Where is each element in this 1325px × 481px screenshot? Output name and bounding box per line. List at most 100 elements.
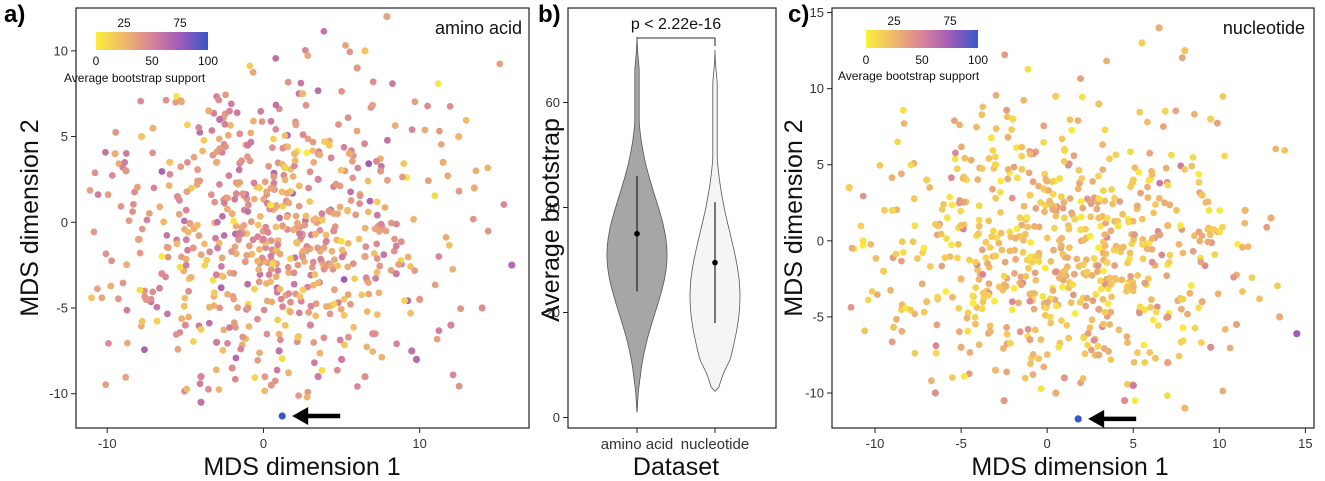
scatter-point [258,118,266,125]
scatter-point [263,297,271,305]
scatter-point [163,232,171,239]
scatter-point [1108,186,1115,193]
scatter-point [1276,313,1284,321]
scatter-point [274,316,282,324]
scatter-point [207,191,215,199]
scatter-point [224,131,232,139]
y-tick-label: 5 [61,129,68,144]
scatter-point [302,101,310,109]
scatter-point [340,143,348,151]
scatter-point [444,172,452,180]
scatter-point [992,125,1000,132]
scatter-point [1144,183,1151,191]
scatter-point [320,28,328,35]
scatter-point [975,202,983,210]
scatter-point [1136,108,1144,116]
scatter-point [134,183,141,191]
scatter-point [911,222,919,230]
scatter-point [1124,259,1131,267]
scatter-point [238,157,246,165]
scatter-point [876,162,884,169]
scatter-point [1239,288,1246,295]
scatter-point [1241,219,1249,227]
scatter-point [1121,397,1129,405]
scatter-point [1008,298,1016,306]
scatter-point [226,324,234,331]
scatter-point [172,99,180,106]
scatter-point [341,341,348,349]
scatter-point [1052,268,1060,275]
scatter-point [334,210,341,218]
scatter-point [845,184,853,192]
scatter-point [298,90,307,98]
scatter-point [1134,349,1141,357]
scatter-point [102,250,110,258]
scatter-point [346,48,354,56]
scatter-point [228,248,235,256]
scatter-point [990,227,997,235]
scatter-point [166,158,174,166]
scatter-point [1082,302,1090,310]
scatter-point [848,244,856,252]
scatter-point [262,244,269,252]
scatter-point [267,266,275,273]
scatter-point [1066,195,1074,202]
scatter-point [1013,174,1021,182]
scatter-point [105,340,112,347]
scatter-point [988,233,995,241]
scatter-point [1201,262,1209,270]
scatter-point [1112,246,1119,254]
scatter-point [356,192,364,200]
scatter-point [215,135,223,143]
scatter-point [224,290,232,298]
scatter-point [246,157,254,165]
x-tick-label: 5 [1130,436,1137,451]
scatter-point [935,222,942,230]
scatter-point [1043,351,1051,358]
scatter-point [337,305,345,313]
scatter-point [992,194,999,202]
scatter-point [1160,123,1167,130]
scatter-point [997,177,1004,185]
scatter-point [1172,107,1180,115]
scatter-point [327,154,335,162]
scatter-point [1020,96,1028,104]
scatter-point [1179,295,1187,303]
scatter-point [263,330,271,338]
scatter-point [1146,349,1154,356]
scatter-point [1013,225,1021,233]
scatter-point [1058,193,1065,201]
scatter-point [979,270,987,278]
pvalue-text: p < 2.22e-16 [631,16,721,33]
scatter-point [1146,149,1154,157]
scatter-point [1074,185,1082,193]
scatter-point [1256,295,1263,303]
colorbar-gradient [96,32,208,50]
scatter-point [1043,304,1050,312]
scatter-point [1175,352,1183,360]
scatter-point [900,120,908,127]
scatter-point [437,141,445,148]
scatter-point [1177,222,1184,229]
scatter-point [277,295,285,303]
scatter-point [299,286,307,294]
scatter-point [281,132,289,140]
scatter-point [224,340,231,347]
scatter-point [457,305,464,313]
scatter-point [199,147,207,155]
scatter-point [1152,201,1159,208]
scatter-point [296,230,303,238]
scatter-point [1140,341,1148,349]
scatter-point [249,69,257,76]
scatter-point [349,174,357,182]
scatter-point [272,273,280,281]
scatter-point [214,244,221,252]
scatter-point [102,381,110,389]
scatter-point [1191,110,1198,118]
scatter-point [184,246,192,254]
scatter-point [898,257,905,265]
scatter-point [1010,284,1018,292]
scatter-point [1060,267,1068,275]
scatter-point [472,167,480,175]
scatter-point [1079,375,1087,382]
